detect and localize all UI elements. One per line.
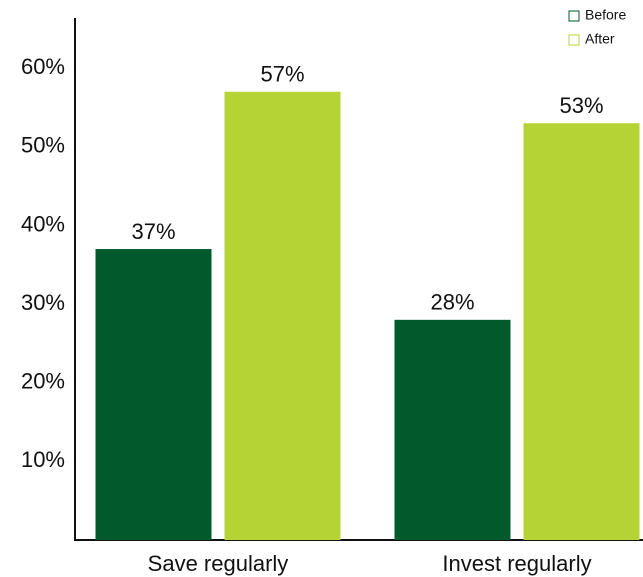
x-tick-label: Save regularly (148, 551, 289, 576)
bar (95, 249, 212, 540)
legend-swatch (568, 34, 580, 46)
y-tick-label: 20% (21, 369, 65, 394)
value-label: 28% (430, 290, 474, 315)
bar (224, 91, 341, 540)
legend-swatch (568, 10, 580, 22)
value-label: 57% (260, 62, 304, 87)
bar (523, 123, 640, 541)
y-tick-label: 50% (21, 133, 65, 158)
value-label: 37% (131, 219, 175, 244)
x-tick-label: Invest regularly (442, 551, 591, 576)
y-tick-label: 40% (21, 211, 65, 236)
y-tick-label: 60% (21, 54, 65, 79)
legend-label: After (585, 31, 615, 47)
legend-label: Before (585, 7, 626, 23)
y-tick-label: 10% (21, 447, 65, 472)
y-tick-label: 30% (21, 290, 65, 315)
bar (394, 319, 511, 540)
value-label: 53% (559, 93, 603, 118)
